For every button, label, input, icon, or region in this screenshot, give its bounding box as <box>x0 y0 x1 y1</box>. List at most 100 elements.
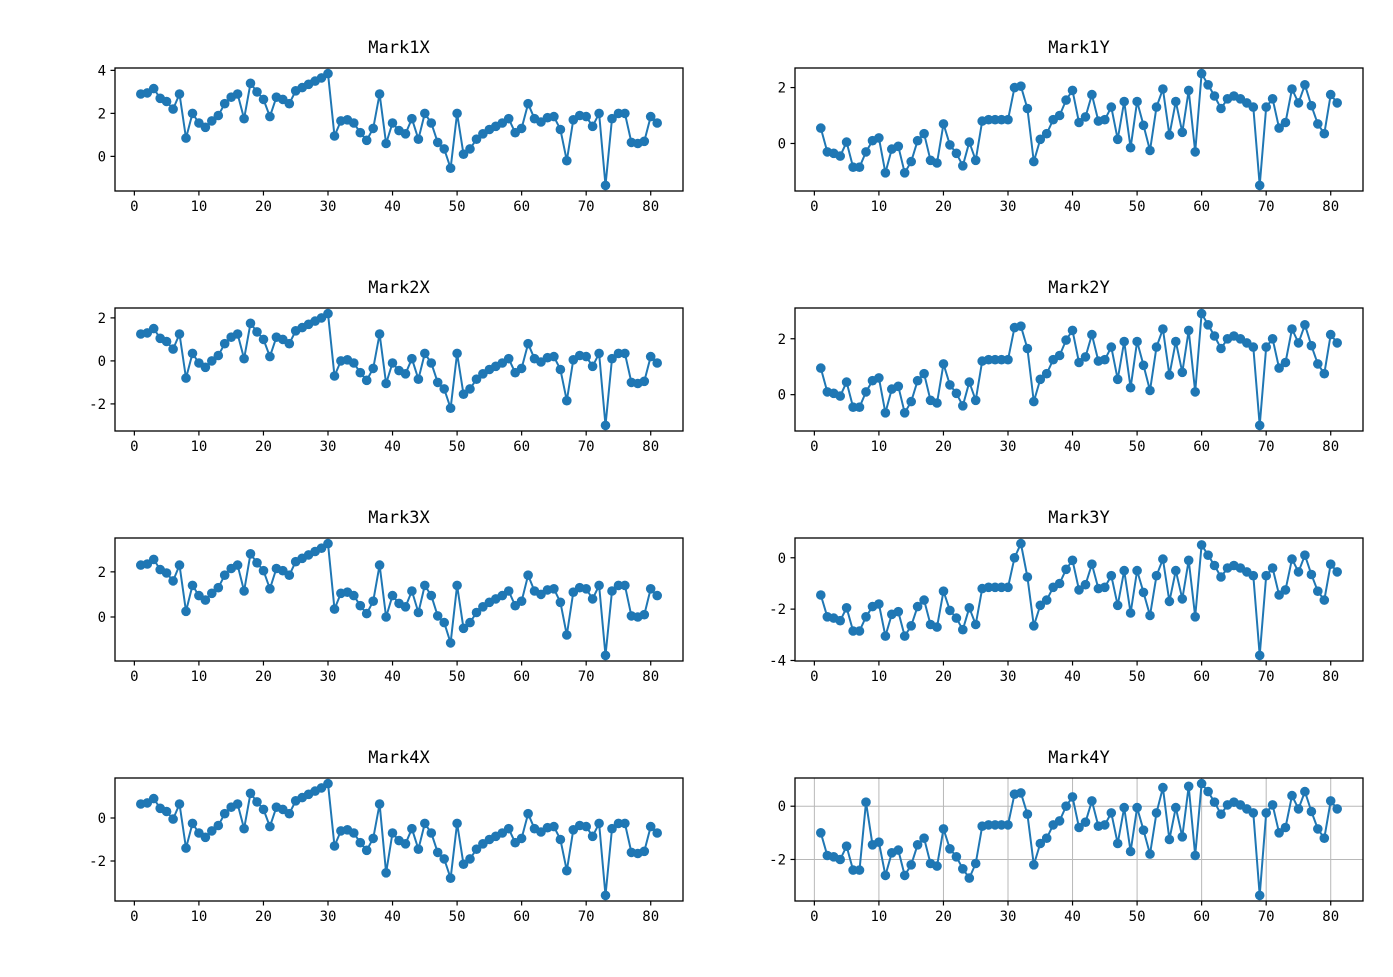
svg-text:-2: -2 <box>769 602 786 618</box>
svg-text:0: 0 <box>130 439 138 455</box>
svg-text:60: 60 <box>513 909 530 925</box>
svg-text:80: 80 <box>642 439 659 455</box>
svg-text:40: 40 <box>1064 669 1081 685</box>
svg-text:0: 0 <box>810 909 818 925</box>
svg-text:30: 30 <box>1000 669 1017 685</box>
axes-box <box>794 307 1364 432</box>
svg-text:10: 10 <box>190 909 207 925</box>
svg-text:10: 10 <box>190 439 207 455</box>
axis-ticks: 0 10 20 30 40 50 60 70 80 -2 0 <box>769 799 1339 925</box>
data-line <box>819 542 1338 657</box>
svg-text:80: 80 <box>642 909 659 925</box>
svg-text:60: 60 <box>513 669 530 685</box>
subplot-title-mark4y: Mark4Y <box>1048 748 1110 768</box>
data-series <box>136 308 662 431</box>
svg-text:20: 20 <box>255 669 272 685</box>
svg-text:50: 50 <box>1129 199 1146 215</box>
svg-text:80: 80 <box>1322 669 1339 685</box>
subplot-mark2x: 0 10 20 30 40 50 60 70 80 -2 0 2 <box>89 307 684 455</box>
svg-text:50: 50 <box>1129 669 1146 685</box>
svg-text:70: 70 <box>1258 439 1275 455</box>
data-points <box>816 778 1342 901</box>
subplot-mark1y: 0 10 20 30 40 50 60 70 80 0 2 <box>778 67 1364 215</box>
svg-text:10: 10 <box>190 669 207 685</box>
data-series <box>136 778 662 901</box>
axis-ticks: 0 10 20 30 40 50 60 70 80 -2 0 2 <box>89 311 659 455</box>
svg-text:30: 30 <box>320 909 337 925</box>
svg-text:10: 10 <box>190 199 207 215</box>
subplot-title-mark3x: Mark3X <box>368 508 430 528</box>
svg-text:0: 0 <box>130 199 138 215</box>
subplot-mark4x: 0 10 20 30 40 50 60 70 80 -2 0 <box>89 777 684 925</box>
svg-text:70: 70 <box>578 439 595 455</box>
data-points <box>816 68 1342 191</box>
axes-box <box>114 537 684 662</box>
svg-text:20: 20 <box>935 439 952 455</box>
data-series <box>136 68 662 191</box>
subplot-title-mark2x: Mark2X <box>368 278 430 298</box>
svg-text:70: 70 <box>1258 199 1275 215</box>
svg-text:-2: -2 <box>89 397 106 413</box>
svg-text:80: 80 <box>642 669 659 685</box>
data-series <box>816 68 1342 191</box>
svg-text:0: 0 <box>98 610 106 626</box>
svg-text:0: 0 <box>98 811 106 827</box>
data-points <box>136 308 662 431</box>
axes-box <box>114 777 684 902</box>
svg-text:80: 80 <box>642 199 659 215</box>
axis-ticks: 0 10 20 30 40 50 60 70 80 0 2 4 <box>98 63 660 215</box>
axes-box <box>794 777 1364 902</box>
data-points <box>816 538 1342 661</box>
svg-text:4: 4 <box>98 63 106 79</box>
svg-text:10: 10 <box>870 909 887 925</box>
svg-text:70: 70 <box>578 909 595 925</box>
svg-text:-2: -2 <box>769 852 786 868</box>
svg-text:40: 40 <box>1064 199 1081 215</box>
svg-text:-4: -4 <box>769 653 786 669</box>
svg-text:50: 50 <box>1129 909 1146 925</box>
axis-ticks: 0 10 20 30 40 50 60 70 80 -4 -2 0 <box>769 551 1339 685</box>
svg-text:20: 20 <box>935 909 952 925</box>
subplot-mark3x: 0 10 20 30 40 50 60 70 80 0 2 <box>98 537 684 685</box>
data-points <box>136 538 662 661</box>
subplot-title-mark4x: Mark4X <box>368 748 430 768</box>
data-series <box>816 778 1342 901</box>
svg-text:60: 60 <box>1193 199 1210 215</box>
data-series <box>816 538 1342 661</box>
svg-text:30: 30 <box>1000 199 1017 215</box>
svg-text:0: 0 <box>778 388 786 404</box>
svg-text:0: 0 <box>130 909 138 925</box>
data-points <box>136 778 662 901</box>
data-line <box>819 312 1338 427</box>
svg-text:0: 0 <box>810 439 818 455</box>
svg-text:2: 2 <box>98 565 106 581</box>
svg-text:0: 0 <box>98 354 106 370</box>
svg-text:10: 10 <box>870 669 887 685</box>
svg-text:0: 0 <box>130 669 138 685</box>
svg-text:40: 40 <box>384 199 401 215</box>
data-points <box>136 68 662 191</box>
svg-text:20: 20 <box>935 199 952 215</box>
svg-text:50: 50 <box>449 669 466 685</box>
svg-text:2: 2 <box>98 106 106 122</box>
subplot-mark3y: 0 10 20 30 40 50 60 70 80 -4 -2 0 <box>769 537 1364 685</box>
svg-text:50: 50 <box>449 909 466 925</box>
svg-text:10: 10 <box>870 439 887 455</box>
svg-text:0: 0 <box>778 551 786 567</box>
svg-text:70: 70 <box>578 199 595 215</box>
svg-text:40: 40 <box>384 669 401 685</box>
svg-text:60: 60 <box>1193 439 1210 455</box>
svg-text:60: 60 <box>513 199 530 215</box>
svg-text:40: 40 <box>1064 909 1081 925</box>
data-line <box>819 782 1338 897</box>
axes-box <box>794 537 1364 662</box>
axes-box <box>114 67 684 192</box>
svg-text:50: 50 <box>1129 439 1146 455</box>
svg-text:70: 70 <box>1258 669 1275 685</box>
svg-text:0: 0 <box>98 149 106 165</box>
data-series <box>136 538 662 661</box>
subplot-title-mark2y: Mark2Y <box>1048 278 1110 298</box>
svg-text:2: 2 <box>98 311 106 327</box>
